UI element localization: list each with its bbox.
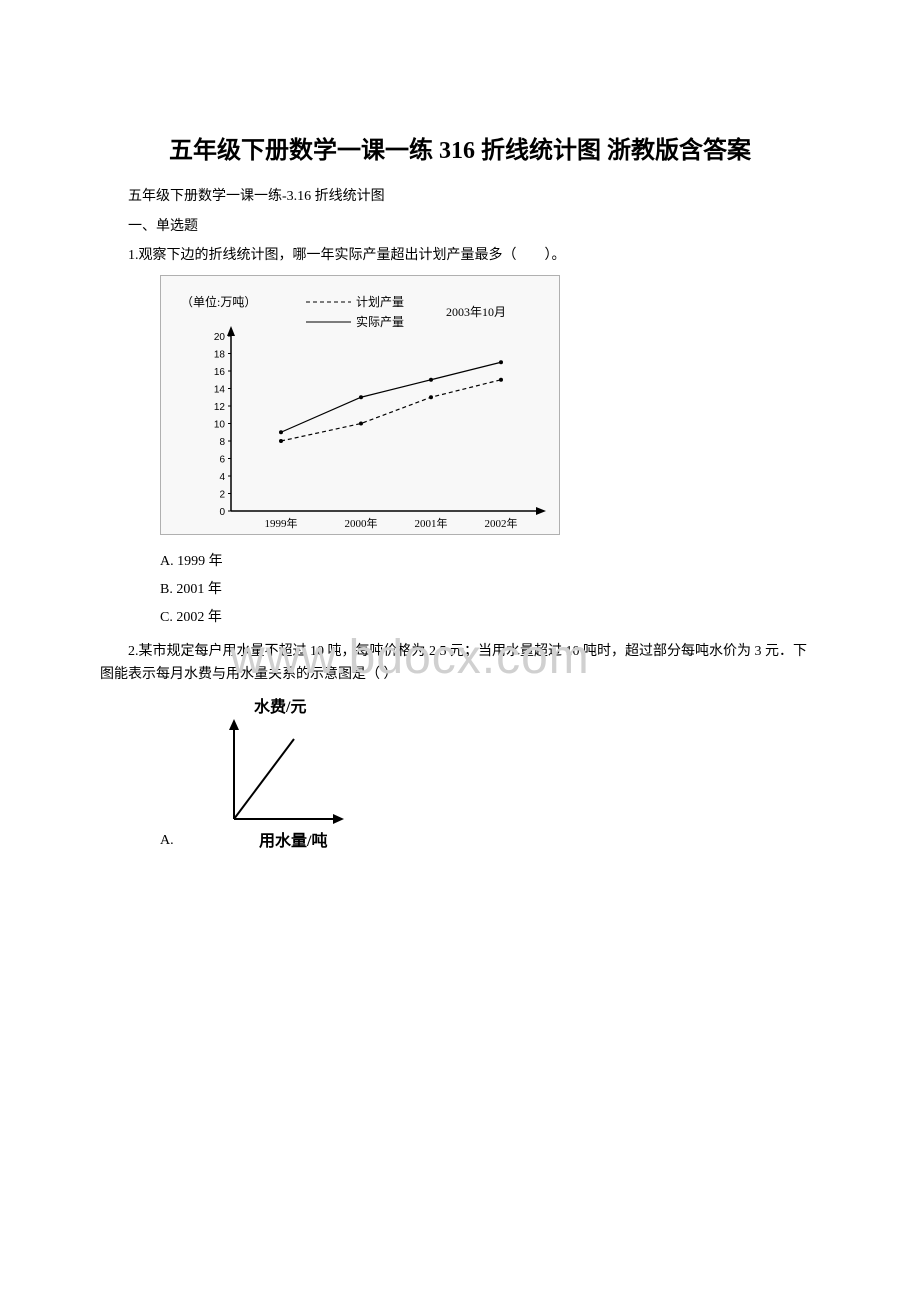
page-title: 五年级下册数学一课一练 316 折线统计图 浙教版含答案	[100, 130, 820, 165]
svg-text:实际产量: 实际产量	[356, 314, 404, 329]
svg-text:2001年: 2001年	[415, 516, 448, 530]
question-1: 1.观察下边的折线统计图，哪一年实际产量超出计划产量最多（ ）。	[100, 245, 820, 267]
section-header: 一、单选题	[100, 215, 820, 235]
svg-text:18: 18	[214, 350, 226, 361]
svg-text:20: 20	[214, 332, 226, 343]
svg-text:计划产量: 计划产量	[356, 295, 404, 309]
subtitle: 五年级下册数学一课一练-3.16 折线统计图	[100, 185, 820, 205]
svg-text:8: 8	[219, 437, 225, 448]
svg-text:水费/元: 水费/元	[254, 697, 306, 716]
svg-text:0: 0	[219, 507, 225, 518]
svg-text:16: 16	[214, 367, 226, 378]
q2-chart-a: 水费/元用水量/吨	[204, 694, 374, 854]
svg-text:6: 6	[219, 455, 225, 466]
svg-text:10: 10	[214, 420, 226, 431]
svg-text:1999年: 1999年	[265, 516, 298, 530]
svg-text:2002年: 2002年	[485, 516, 518, 530]
q1-option-b: B. 2001 年	[160, 578, 820, 598]
svg-text:2000年: 2000年	[345, 516, 378, 530]
svg-text:2003年10月: 2003年10月	[446, 305, 506, 319]
svg-text:12: 12	[214, 402, 226, 413]
svg-text:14: 14	[214, 385, 226, 396]
q2-option-a-label: A.	[160, 833, 174, 854]
q1-options: A. 1999 年 B. 2001 年 C. 2002 年	[160, 550, 820, 626]
q1-option-a: A. 1999 年	[160, 550, 820, 570]
svg-text:2: 2	[219, 490, 225, 501]
watermark: www.bdocx.com	[230, 630, 590, 685]
svg-text:（单位:万吨）: （单位:万吨）	[181, 294, 256, 309]
svg-text:用水量/吨: 用水量/吨	[259, 831, 327, 850]
q2-option-a-row: A. 水费/元用水量/吨	[160, 694, 820, 854]
q1-option-c: C. 2002 年	[160, 606, 820, 626]
q1-chart: （单位:万吨） 计划产量实际产量 2003年10月 0 2 4 6 8 10 12 14 16 18 20…	[160, 275, 820, 540]
svg-text:4: 4	[219, 472, 225, 483]
